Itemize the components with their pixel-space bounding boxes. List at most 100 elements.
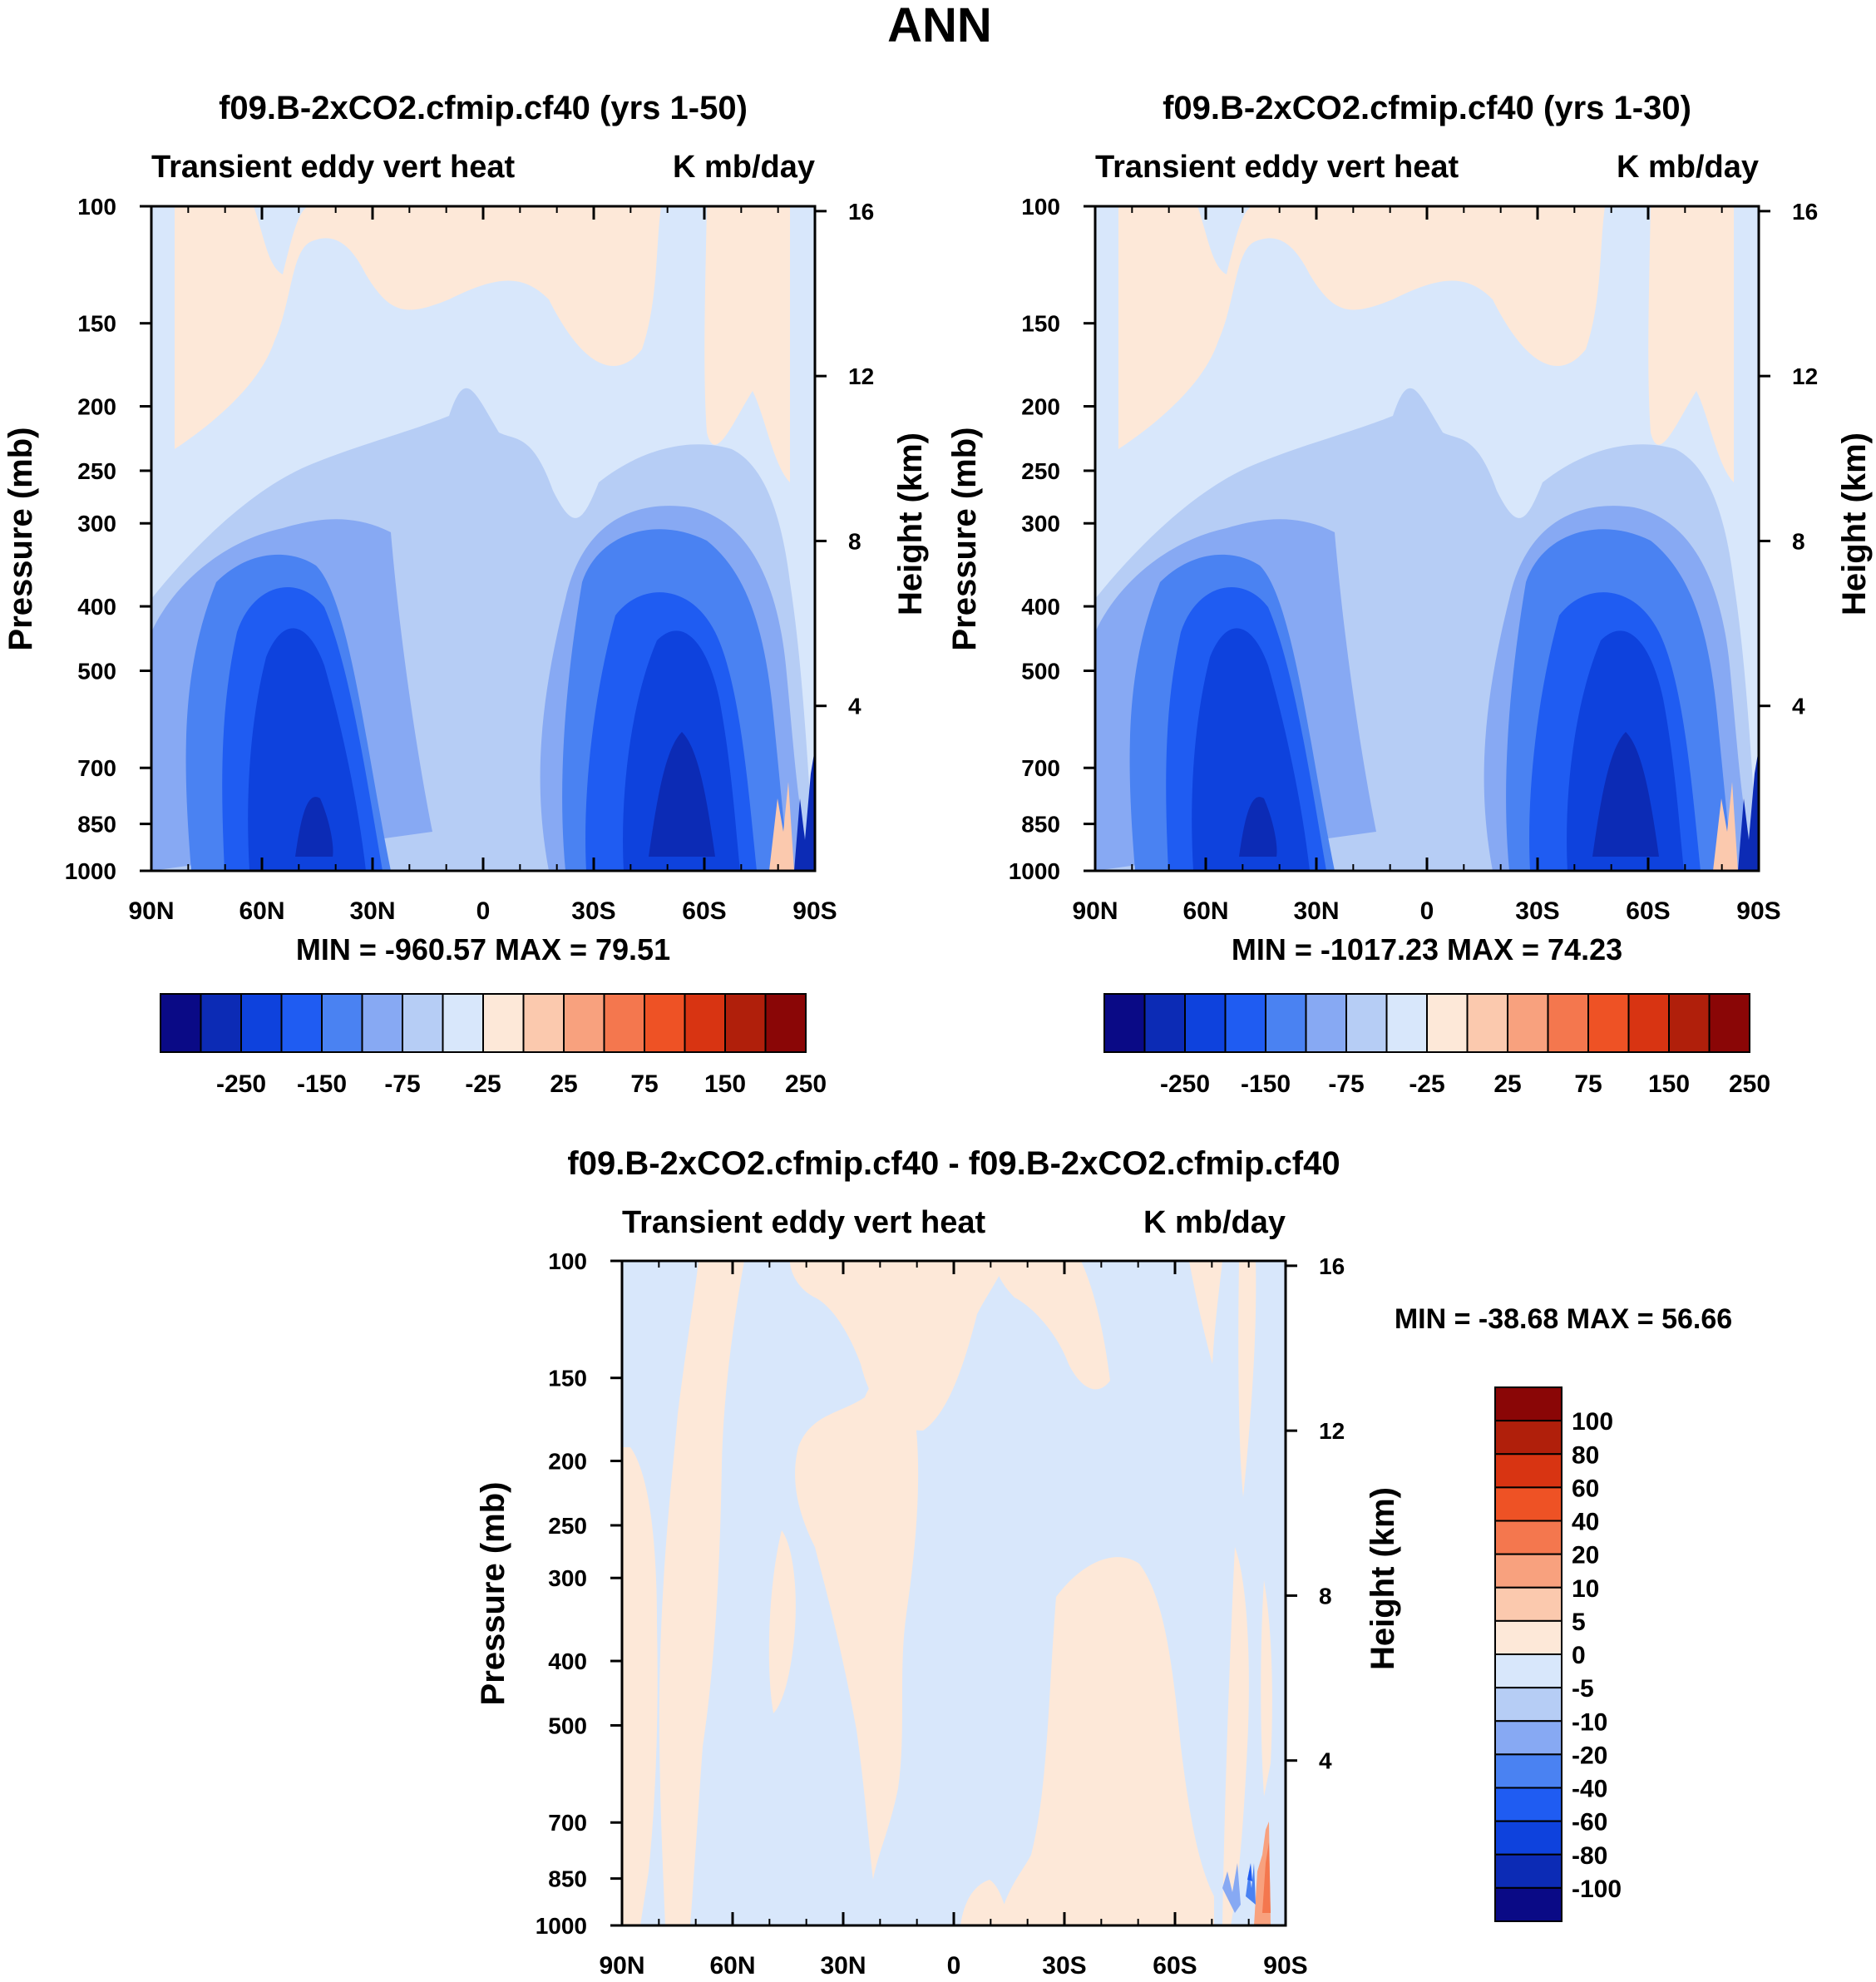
y-tick-label: 700 [77, 755, 116, 781]
colorbar-label: 5 [1572, 1609, 1586, 1636]
y2-tick-label: 8 [1319, 1583, 1332, 1609]
y-tick-label: 150 [77, 311, 116, 337]
y-tick-label: 850 [77, 812, 116, 838]
colorbar-label: 75 [1574, 1070, 1602, 1098]
positive-regions [622, 1261, 1272, 1925]
y-tick-label: 1000 [65, 858, 116, 884]
colorbar-box [1668, 993, 1711, 1053]
y2-tick-label: 8 [1792, 528, 1805, 554]
variable-label: Transient eddy vert heat [151, 150, 515, 185]
y-tick-label: 100 [548, 1248, 587, 1274]
units-label: K mb/day [673, 150, 815, 185]
x-tick-label: 0 [476, 897, 491, 925]
x-tick-label: 30S [1515, 897, 1559, 925]
y2-axis-label: Height (km) [892, 432, 929, 615]
contour-field [622, 1261, 1286, 1925]
min-max-label: MIN = -1017.23 MAX = 74.23 [1232, 932, 1622, 966]
colorbar-box [1385, 993, 1428, 1053]
colorbar-label: -60 [1572, 1809, 1607, 1836]
y-tick-label: 200 [548, 1449, 587, 1475]
panel-yrs-1-50: f09.B-2xCO2.cfmip.cf40 (yrs 1-50) Transi… [2, 90, 929, 1098]
colorbar-label: -250 [216, 1070, 266, 1098]
x-tick-label: 90S [792, 897, 837, 925]
x-axis: 90N 60N 30N 0 30S 60S 90S [1072, 206, 1781, 925]
x-tick-label: 90N [128, 897, 174, 925]
y-axis-label: Pressure (mb) [2, 428, 39, 651]
colorbar-box [1426, 993, 1469, 1053]
colorbar-box [563, 993, 605, 1053]
colorbar-box [1708, 993, 1750, 1053]
colorbar-label: 100 [1572, 1408, 1613, 1436]
colorbar-label: -40 [1572, 1776, 1607, 1803]
negative-regions [1095, 388, 1759, 871]
x-tick-label: 60N [709, 1952, 755, 1980]
colorbar-box [1494, 1853, 1563, 1889]
colorbar-label: 0 [1572, 1642, 1586, 1669]
colorbar-label: 75 [630, 1070, 658, 1098]
y-axis-pressure: 100 150 200 250 300 400 500 700 850 1000 [1009, 194, 1095, 884]
y-tick-label: 250 [548, 1513, 587, 1539]
colorbar-label: 10 [1572, 1575, 1599, 1603]
colorbar-label: 250 [785, 1070, 827, 1098]
y-tick-label: 300 [1021, 511, 1060, 536]
y-tick-label: 1000 [536, 1913, 587, 1939]
units-label: K mb/day [1143, 1205, 1286, 1240]
y-axis-label: Pressure (mb) [475, 1482, 511, 1706]
colorbar-label: -25 [1409, 1070, 1444, 1098]
colorbar-box [200, 993, 242, 1053]
x-tick-label: 60N [1182, 897, 1228, 925]
y-tick-label: 200 [77, 394, 116, 420]
x-axis: 90N 60N 30N 0 30S 60S 90S [599, 1261, 1308, 1980]
x-tick-label: 60S [1626, 897, 1670, 925]
y-tick-label: 850 [548, 1866, 587, 1892]
y-tick-label: 300 [77, 511, 116, 536]
variable-label: Transient eddy vert heat [1095, 150, 1459, 185]
colorbar-box [1103, 993, 1146, 1053]
colorbar: 100 80 60 40 20 10 5 0 -5 -10 -20 -40 -60 -80 -100 [1494, 1386, 1622, 1922]
y-axis-height: 16 12 8 4 [1286, 1253, 1345, 1774]
polar-noise [1713, 749, 1759, 871]
y-tick-label: 500 [77, 658, 116, 684]
y2-tick-label: 16 [848, 199, 874, 225]
figure-title: ANN [887, 0, 992, 52]
colorbar-box [240, 993, 283, 1053]
x-tick-label: 0 [947, 1952, 961, 1980]
y2-tick-label: 12 [848, 363, 874, 389]
colorbar-label: 80 [1572, 1441, 1599, 1469]
polar-noise [769, 749, 815, 871]
colorbar-box [1494, 1453, 1563, 1489]
y2-tick-label: 16 [1319, 1253, 1345, 1279]
colorbar-box [1507, 993, 1549, 1053]
y-tick-label: 700 [1021, 755, 1060, 781]
y-tick-label: 400 [77, 594, 116, 620]
colorbar-box [1494, 1653, 1563, 1689]
colorbar-box [1494, 1520, 1563, 1555]
colorbar-box [402, 993, 444, 1053]
y-axis-height: 16 12 8 4 [815, 199, 874, 719]
colorbar-box [1305, 993, 1347, 1053]
y2-tick-label: 4 [1319, 1748, 1332, 1774]
colorbar-label: 60 [1572, 1475, 1599, 1502]
x-tick-label: 60N [239, 897, 284, 925]
min-max-label: MIN = -960.57 MAX = 79.51 [296, 932, 670, 966]
x-tick-label: 30N [1293, 897, 1339, 925]
y2-tick-label: 4 [1792, 694, 1805, 719]
colorbar-label: 40 [1572, 1509, 1599, 1536]
x-tick-label: 0 [1420, 897, 1434, 925]
colorbar-box [1494, 1687, 1563, 1723]
colorbar-box [1494, 1486, 1563, 1522]
panel-title: f09.B-2xCO2.cfmip.cf40 - f09.B-2xCO2.cfm… [567, 1145, 1340, 1182]
x-tick-label: 30S [571, 897, 615, 925]
colorbar-label: -75 [1328, 1070, 1364, 1098]
y-tick-label: 400 [548, 1648, 587, 1674]
y-tick-label: 150 [1021, 311, 1060, 337]
colorbar-box [1466, 993, 1508, 1053]
y-tick-label: 850 [1021, 812, 1060, 838]
y-tick-label: 200 [1021, 394, 1060, 420]
colorbar-box [321, 993, 363, 1053]
colorbar-label: -150 [1241, 1070, 1291, 1098]
panel-title: f09.B-2xCO2.cfmip.cf40 (yrs 1-30) [1163, 90, 1691, 126]
colorbar-label: 25 [1493, 1070, 1521, 1098]
y2-tick-label: 16 [1792, 199, 1818, 225]
